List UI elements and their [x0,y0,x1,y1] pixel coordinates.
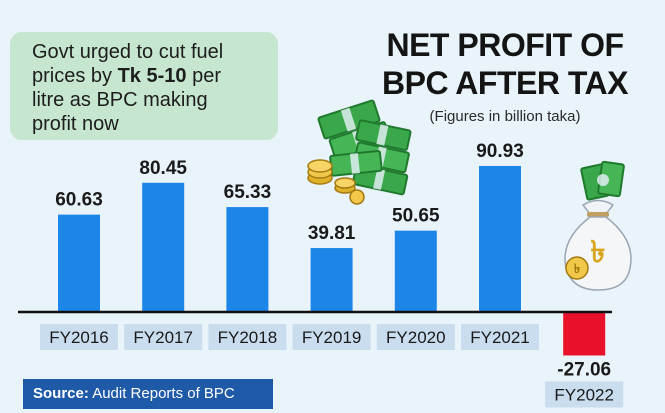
category-box-fy2021 [461,324,539,350]
source-bar: Source: Audit Reports of BPC [23,379,273,409]
bar-fy2017 [142,182,185,312]
bar-fy2022 [563,312,606,356]
svg-text:৳: ৳ [574,262,581,277]
svg-text:৳: ৳ [591,235,606,270]
coins-icon [307,159,365,205]
chart-title: NET PROFIT OF BPC AFTER TAX [380,26,630,102]
value-label-fy2017: 80.45 [139,158,187,179]
source-text: Audit Reports of BPC [88,385,235,402]
money-bag-icon: ৳ ৳ [564,160,632,291]
illustrations: ৳ ৳ [307,99,632,291]
bars [58,165,606,356]
chart-subtitle: (Figures in billion taka) [429,108,581,125]
category-box-fy2017 [124,324,203,350]
category-label-fy2016: FY2016 [49,328,109,347]
value-label-fy2016: 60.63 [55,190,103,211]
headline-line-2: prices by Tk 5-10 per [32,64,266,88]
value-label-fy2019: 39.81 [308,223,356,244]
category-label-fy2020: FY2020 [386,328,446,347]
bar-fy2019 [310,248,353,312]
category-label-fy2022: FY2022 [554,385,614,404]
headline-highlight: Tk 5-10 [117,65,187,87]
category-box-fy2022 [545,381,624,408]
value-label-fy2018: 65.33 [224,182,272,203]
bar-fy2018 [226,207,269,312]
value-label-fy2021: 90.93 [476,141,524,162]
category-box-fy2018 [208,324,287,350]
value-label-fy2020: 50.65 [392,206,440,227]
headline-line-4: profit now [32,113,119,135]
money-stack-icon [317,99,412,196]
category-labels: FY2016 FY2017 FY2018 FY2019 FY2020 FY2021 FY20… [40,324,624,408]
headline-callout: Govt urged to cut fuel prices by Tk 5-10… [10,32,278,140]
headline-line-2-end: per [186,65,221,87]
value-label-fy2022: -27.06 [557,359,611,380]
chart-title-line-2: BPC AFTER TAX [382,65,628,101]
bar-fy2021 [479,165,521,312]
headline-line-2-start: prices by [32,65,118,87]
category-box-fy2019 [292,324,371,350]
chart-title-line-1: NET PROFIT OF [386,27,624,63]
headline-line-1: Govt urged to cut fuel [32,41,224,63]
category-box-fy2020 [376,324,455,350]
category-label-fy2019: FY2019 [302,328,362,347]
category-box-fy2016 [40,324,118,350]
category-label-fy2018: FY2018 [218,328,278,347]
bar-fy2016 [58,214,100,312]
headline-line-3: litre as BPC making [32,89,208,111]
source-label: Source: [33,385,89,402]
category-label-fy2017: FY2017 [133,328,193,347]
value-labels: 60.63 80.45 65.33 39.81 50.65 90.93 -27.06 [55,141,611,380]
category-label-fy2021: FY2021 [470,328,530,347]
bar-fy2020 [394,230,437,312]
